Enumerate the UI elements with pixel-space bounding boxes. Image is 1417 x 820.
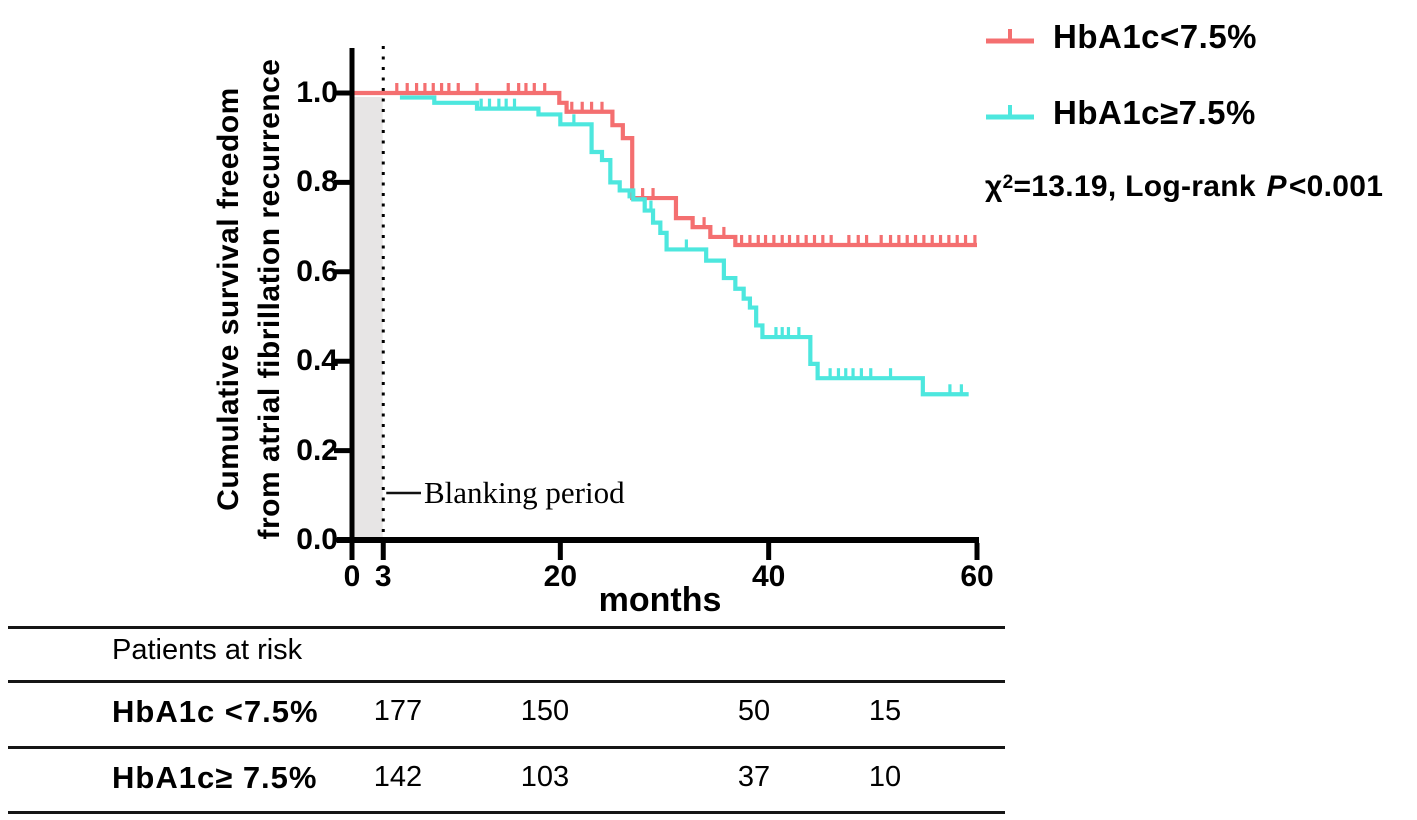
risk-count: 50: [737, 695, 771, 727]
x-tick-label: 40: [751, 560, 786, 593]
y-tick-label: 0.4: [296, 344, 338, 378]
x-tick-label: 0: [343, 560, 361, 593]
blanking-band: [352, 97, 383, 538]
chi-symbol: χ: [985, 170, 1003, 203]
legend-item-hba1c-lt: HbA1c<7.5%: [984, 18, 1257, 56]
risk-row-label-ge: HbA1c≥ 7.5%: [112, 760, 318, 795]
risk-count: 37: [737, 761, 771, 793]
x-axis-title: months: [598, 581, 722, 619]
x-tick-label: 60: [960, 560, 994, 593]
y-tick-label: 1.0: [296, 76, 338, 109]
y-tick-label: 0.2: [296, 433, 338, 467]
y-tick-label: 0.0: [296, 523, 338, 556]
risk-table-title: Patients at risk: [112, 634, 303, 666]
risk-table-rule-top: [8, 626, 1005, 629]
x-tick-label: 3: [374, 560, 392, 593]
legend-label-hba1c-lt: HbA1c<7.5%: [1053, 18, 1258, 55]
risk-table-rule-3: [8, 746, 1005, 749]
risk-table-rule-2: [8, 680, 1005, 683]
blanking-period-label: Blanking period: [424, 475, 625, 510]
legend-item-hba1c-ge: HbA1c≥7.5%: [984, 94, 1256, 132]
stats-mid-text: =13.19, Log-rank: [1013, 170, 1265, 203]
legend-swatch-red: [986, 29, 1034, 44]
risk-table-rule-bottom: [8, 811, 1005, 814]
risk-count: 103: [520, 761, 570, 793]
stats-suffix-text: <0.001: [1288, 170, 1384, 203]
risk-count: 177: [373, 695, 423, 727]
legend-swatch-cyan: [986, 105, 1034, 120]
chi-superscript: 2: [1002, 172, 1014, 193]
risk-count: 15: [868, 695, 902, 727]
risk-count: 142: [373, 761, 423, 793]
logrank-stats: χ2=13.19, Log-rank P<0.001: [985, 170, 1383, 204]
y-tick-label: 0.6: [296, 254, 338, 288]
risk-row-label-lt: HbA1c <7.5%: [112, 694, 319, 729]
risk-count: 150: [520, 695, 570, 727]
y-tick-label: 0.8: [296, 165, 338, 199]
p-symbol: P: [1266, 170, 1287, 203]
risk-count: 10: [868, 761, 902, 793]
survival-curve-hba1c-lt: [352, 90, 977, 248]
legend-label-hba1c-ge: HbA1c≥7.5%: [1053, 94, 1256, 131]
survival-curve-hba1c-ge: [399, 95, 969, 397]
x-tick-label: 20: [543, 560, 578, 593]
